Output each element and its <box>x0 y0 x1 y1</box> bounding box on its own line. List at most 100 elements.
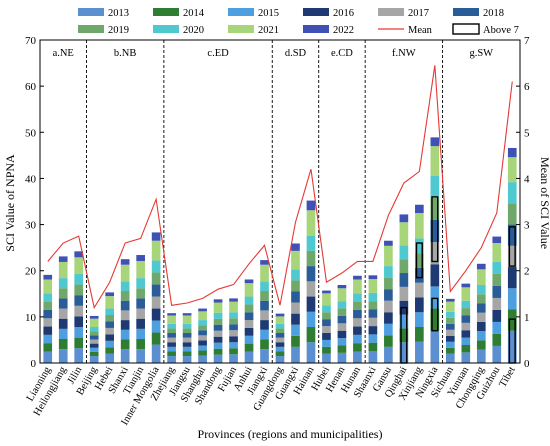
bar-segment-2020 <box>136 278 145 289</box>
bar-segment-2018 <box>74 295 84 306</box>
bar-segment-2014 <box>58 339 68 350</box>
bar-segment-2017 <box>461 322 471 331</box>
bar-segment-2017 <box>507 245 517 268</box>
bar-segment-2015 <box>337 338 347 346</box>
bar-segment-2022 <box>182 313 192 316</box>
y-tick-label: 50 <box>25 127 37 139</box>
plot-frame <box>39 39 521 364</box>
legend-swatch <box>78 25 104 33</box>
legend: 2013 2014 2015 2016 2017 2018 2019 2020 2021 2022… <box>78 8 519 36</box>
bar-segment-2018 <box>337 315 347 324</box>
region-label: a.NE <box>53 48 74 59</box>
bar-segment-2018 <box>368 309 378 318</box>
bar-segment-2016 <box>244 327 254 336</box>
bar-segment-2013 <box>445 353 455 363</box>
bar-segment-2017 <box>399 286 409 301</box>
bar-segment-2016 <box>368 326 378 335</box>
bar-segment-2021 <box>368 279 378 293</box>
bar-segment-2018 <box>461 315 471 323</box>
bar-segment-2017 <box>213 330 223 337</box>
bar-segment-2019 <box>213 318 223 325</box>
bar-segment-2015 <box>476 331 486 341</box>
bar-segment-2020 <box>492 261 502 274</box>
bar-segment-2015 <box>368 334 378 343</box>
bar-segment-2014 <box>229 348 238 355</box>
bar-segment-2022 <box>120 259 130 265</box>
bar-segment-2016 <box>353 326 362 335</box>
bar-segment-2015 <box>384 323 393 336</box>
bar-segment-2018 <box>120 300 130 311</box>
bar-segment-2021 <box>151 240 161 261</box>
bar-segment-2013 <box>244 351 254 363</box>
bar-segment-2017 <box>58 308 68 319</box>
bar-segment-2017 <box>182 337 192 343</box>
bar-segment-2013 <box>58 349 68 363</box>
bar-segment-2013 <box>322 353 331 363</box>
bar-segment-2015 <box>167 346 176 352</box>
y-tick-label: 10 <box>25 312 37 324</box>
bar-segment-2014 <box>430 308 440 331</box>
bar-segment-2014 <box>89 351 99 357</box>
bar-segment-2015 <box>430 286 440 309</box>
bar-segment-2013 <box>260 349 269 363</box>
bar-segment-2019 <box>105 315 115 322</box>
y2-tick-label: 1 <box>524 312 530 324</box>
legend-swatch <box>153 8 179 16</box>
bar-segment-2019 <box>476 294 486 304</box>
y2-tick-label: 3 <box>524 220 530 232</box>
bar-segment-2019 <box>182 328 192 334</box>
bar-segment-2021 <box>291 250 300 270</box>
bar-segment-2015 <box>445 341 455 348</box>
legend-swatch <box>452 23 480 35</box>
bar-segment-2014 <box>399 328 409 343</box>
bar-segment-2022 <box>43 274 53 280</box>
bar-segment-2019 <box>74 284 84 296</box>
bar-segment-2014 <box>167 351 176 357</box>
bar-segment-2015 <box>507 288 517 310</box>
bar-segment-2020 <box>120 281 130 292</box>
legend-swatch <box>153 25 179 33</box>
bar-segment-2019 <box>120 291 130 301</box>
bar-segment-2020 <box>151 260 161 273</box>
bar-segment-2019 <box>507 203 517 225</box>
bar-segment-2021 <box>105 296 115 309</box>
bar-segment-2020 <box>58 278 68 289</box>
bar-segment-2015 <box>353 334 362 344</box>
mean-line-layer <box>47 65 513 310</box>
bar-segment-2021 <box>229 301 238 313</box>
y2-tick-label: 5 <box>524 127 530 139</box>
bar-segment-2022 <box>507 147 517 158</box>
bar-segment-2016 <box>229 336 238 343</box>
bar-segment-2019 <box>58 288 68 299</box>
bar-segment-2014 <box>353 343 362 352</box>
bar-segment-2022 <box>244 279 254 284</box>
bar-segment-2013 <box>213 354 223 363</box>
bar-segment-2013 <box>229 354 238 363</box>
bar-segment-2015 <box>136 328 145 340</box>
bar-segment-2022 <box>105 292 115 297</box>
bar-segment-2017 <box>167 337 176 343</box>
bar-segment-2022 <box>74 251 84 258</box>
bar-segment-2015 <box>399 314 409 329</box>
category-label: Tibet <box>497 365 517 389</box>
bar-segment-2016 <box>182 342 192 347</box>
bar-segment-2015 <box>43 334 53 344</box>
bar-segment-2013 <box>74 348 84 363</box>
bar-segment-2022 <box>260 260 269 265</box>
bar-segment-2022 <box>353 275 362 280</box>
bar-segment-2018 <box>151 284 161 297</box>
bar-segment-2014 <box>182 351 192 357</box>
bar-segment-2013 <box>306 342 316 363</box>
y-axis-label: SCI Value of NPNA <box>3 154 17 252</box>
legend-entry: 2017 <box>408 8 429 19</box>
bar-segment-2020 <box>507 182 517 204</box>
bar-segment-2016 <box>415 297 424 313</box>
bar-segment-2016 <box>120 320 130 330</box>
legend-entry: 2019 <box>108 25 129 36</box>
bar-segment-2016 <box>198 340 207 346</box>
bar-segment-2013 <box>415 341 424 363</box>
bar-segment-2017 <box>445 329 455 336</box>
bar-segment-2018 <box>445 323 455 330</box>
bar-segment-2016 <box>430 264 440 287</box>
bar-segment-2013 <box>399 342 409 363</box>
